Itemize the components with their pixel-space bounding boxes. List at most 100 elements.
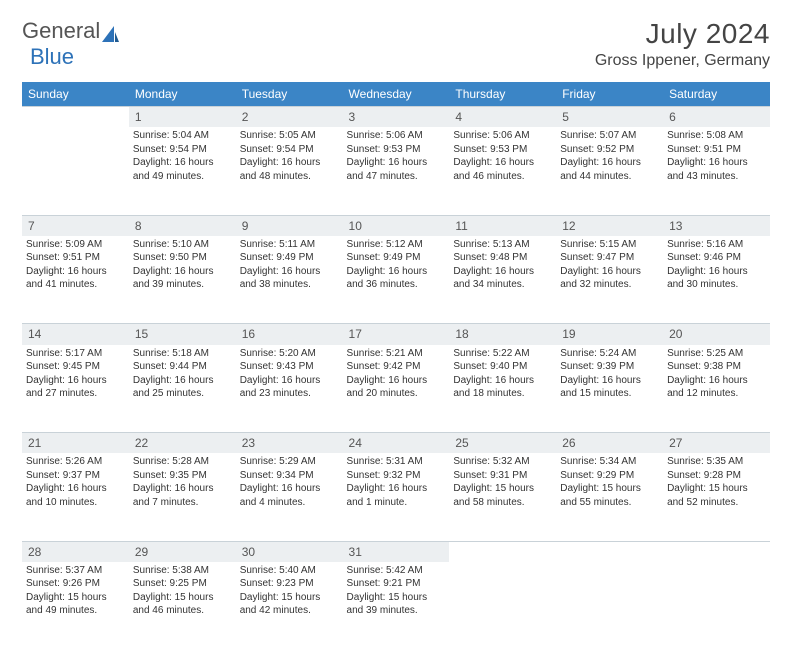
day-line: Daylight: 15 hours [347,591,446,605]
day-line: Sunset: 9:35 PM [133,469,232,483]
day-number: 20 [663,324,770,345]
weekday-header: Thursday [449,82,556,107]
day-cell [556,562,663,650]
day-line: and 47 minutes. [347,170,446,184]
day-line: Sunrise: 5:17 AM [26,347,125,361]
day-line: Sunrise: 5:12 AM [347,238,446,252]
day-line: and 27 minutes. [26,387,125,401]
day-number: 17 [343,324,450,345]
day-line: and 20 minutes. [347,387,446,401]
day-cell: Sunrise: 5:28 AMSunset: 9:35 PMDaylight:… [129,453,236,541]
day-line: Sunset: 9:32 PM [347,469,446,483]
logo-sail-icon [100,24,120,44]
day-line: Daylight: 16 hours [667,374,766,388]
day-number: 2 [236,107,343,128]
day-line: Sunrise: 5:07 AM [560,129,659,143]
day-cell: Sunrise: 5:20 AMSunset: 9:43 PMDaylight:… [236,345,343,433]
day-line: Daylight: 16 hours [26,482,125,496]
day-line: and 25 minutes. [133,387,232,401]
day-line: Sunrise: 5:04 AM [133,129,232,143]
day-line: Sunrise: 5:24 AM [560,347,659,361]
day-line: Daylight: 16 hours [453,156,552,170]
day-line: Daylight: 16 hours [453,374,552,388]
day-number: 3 [343,107,450,128]
day-line: Sunset: 9:46 PM [667,251,766,265]
day-number: 28 [22,541,129,562]
day-cell: Sunrise: 5:10 AMSunset: 9:50 PMDaylight:… [129,236,236,324]
day-line: Sunrise: 5:09 AM [26,238,125,252]
day-line: and 18 minutes. [453,387,552,401]
day-line: Sunrise: 5:35 AM [667,455,766,469]
day-number: 13 [663,215,770,236]
day-cell: Sunrise: 5:34 AMSunset: 9:29 PMDaylight:… [556,453,663,541]
day-line: Sunset: 9:54 PM [240,143,339,157]
day-line: Daylight: 16 hours [560,265,659,279]
day-cell: Sunrise: 5:42 AMSunset: 9:21 PMDaylight:… [343,562,450,650]
day-line: Sunset: 9:31 PM [453,469,552,483]
day-number: 16 [236,324,343,345]
day-line: Sunset: 9:47 PM [560,251,659,265]
day-line: and 38 minutes. [240,278,339,292]
day-line: and 48 minutes. [240,170,339,184]
day-number: 21 [22,433,129,454]
day-line: Daylight: 16 hours [240,265,339,279]
day-cell: Sunrise: 5:08 AMSunset: 9:51 PMDaylight:… [663,127,770,215]
day-line: Sunset: 9:53 PM [453,143,552,157]
day-number: 24 [343,433,450,454]
day-line: Daylight: 15 hours [667,482,766,496]
weekday-header: Monday [129,82,236,107]
day-cell: Sunrise: 5:31 AMSunset: 9:32 PMDaylight:… [343,453,450,541]
day-cell: Sunrise: 5:18 AMSunset: 9:44 PMDaylight:… [129,345,236,433]
day-cell: Sunrise: 5:37 AMSunset: 9:26 PMDaylight:… [22,562,129,650]
day-line: Sunrise: 5:13 AM [453,238,552,252]
day-line: and 44 minutes. [560,170,659,184]
day-line: and 52 minutes. [667,496,766,510]
header: General July 2024 Gross Ippener, Germany [22,18,770,70]
logo: General [22,18,122,44]
content-row: Sunrise: 5:26 AMSunset: 9:37 PMDaylight:… [22,453,770,541]
content-row: Sunrise: 5:04 AM Sunset: 9:54 PM Daylight:… [22,127,770,215]
day-line: Sunset: 9:53 PM [347,143,446,157]
day-number: 30 [236,541,343,562]
day-number: 29 [129,541,236,562]
day-line: Daylight: 16 hours [240,374,339,388]
day-line: Sunset: 9:25 PM [133,577,232,591]
day-line: Sunset: 9:38 PM [667,360,766,374]
day-line: Sunrise: 5:18 AM [133,347,232,361]
logo-text-blue-wrap: Blue [30,44,74,70]
day-number: 23 [236,433,343,454]
day-cell: Sunrise: 5:09 AMSunset: 9:51 PMDaylight:… [22,236,129,324]
day-line: Daylight: 16 hours [347,374,446,388]
day-number: 7 [22,215,129,236]
day-line: and 34 minutes. [453,278,552,292]
day-line: Daylight: 16 hours [133,482,232,496]
day-line: Sunset: 9:49 PM [347,251,446,265]
day-line: and 36 minutes. [347,278,446,292]
day-cell: Sunrise: 5:22 AMSunset: 9:40 PMDaylight:… [449,345,556,433]
daynum-row: 21222324252627 [22,433,770,454]
day-line: Sunrise: 5:38 AM [133,564,232,578]
day-line: Sunrise: 5:11 AM [240,238,339,252]
calendar-table: Sunday Monday Tuesday Wednesday Thursday… [22,82,770,650]
day-number [556,541,663,562]
weekday-header: Friday [556,82,663,107]
month-title: July 2024 [595,18,770,50]
day-number: 11 [449,215,556,236]
weekday-header: Sunday [22,82,129,107]
daynum-row: 78910111213 [22,215,770,236]
logo-text-blue: Blue [30,44,74,69]
day-cell: Sunrise: 5:06 AMSunset: 9:53 PMDaylight:… [449,127,556,215]
day-line: Sunset: 9:43 PM [240,360,339,374]
day-cell: Sunrise: 5:05 AMSunset: 9:54 PMDaylight:… [236,127,343,215]
day-line: Sunrise: 5:34 AM [560,455,659,469]
day-line: and 49 minutes. [133,170,232,184]
day-cell: Sunrise: 5:24 AMSunset: 9:39 PMDaylight:… [556,345,663,433]
day-line: and 46 minutes. [133,604,232,618]
day-line: Sunrise: 5:06 AM [453,129,552,143]
day-line: Sunrise: 5:31 AM [347,455,446,469]
day-line: Daylight: 15 hours [133,591,232,605]
day-line: Sunset: 9:50 PM [133,251,232,265]
day-cell: Sunrise: 5:40 AMSunset: 9:23 PMDaylight:… [236,562,343,650]
day-line: Daylight: 15 hours [453,482,552,496]
day-number [22,107,129,128]
